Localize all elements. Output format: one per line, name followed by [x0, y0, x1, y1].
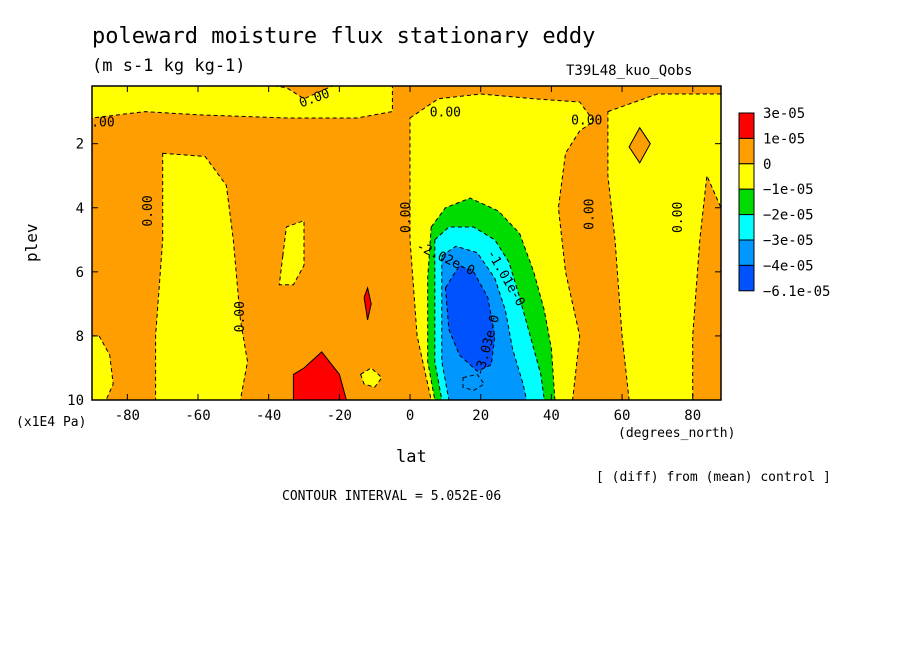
x-axis-unit: (degrees_north) [618, 426, 736, 441]
contour-region-6 [607, 93, 721, 400]
contour-region-1 [92, 86, 393, 119]
legend-label: −6.1e-05 [763, 284, 830, 300]
contour-region-2 [155, 152, 249, 400]
contour-label-7: 0.00 [583, 199, 598, 230]
legend-label: −4e-05 [763, 258, 814, 274]
x-tick-label: 0 [406, 408, 414, 424]
legend-swatch [738, 188, 755, 216]
y-tick-label: 6 [76, 265, 84, 281]
y-tick-label: 8 [76, 329, 84, 345]
contour-region-4 [278, 219, 305, 286]
y-tick-label: 4 [76, 201, 84, 217]
contour-region-14 [444, 264, 496, 372]
legend-label: 3e-05 [763, 106, 805, 122]
legend-swatch [738, 239, 755, 266]
legend-swatch [738, 137, 755, 165]
contour-label-2: 0.00 [430, 106, 461, 121]
contour-label-5: 0.00 [233, 301, 248, 332]
legend-label: −1e-05 [763, 182, 814, 198]
x-tick-label: -20 [327, 408, 352, 424]
contour-region-7 [628, 126, 651, 164]
legend-label: 0 [763, 157, 771, 173]
x-tick-label: -40 [256, 408, 281, 424]
contour-region-15 [462, 373, 485, 391]
x-axis-label: lat [396, 447, 427, 467]
y-tick-label: 10 [67, 393, 84, 409]
x-tick-label: 80 [684, 408, 701, 424]
x-tick-label: -80 [115, 408, 140, 424]
x-tick-label: 40 [543, 408, 560, 424]
legend-swatch [738, 264, 755, 292]
contour-region-9 [363, 286, 372, 321]
legend-swatch [738, 163, 755, 190]
contour-label-4: 0.00 [141, 195, 156, 226]
contour-label-8: 0.00 [671, 202, 686, 233]
contour-interval: CONTOUR INTERVAL = 5.052E-06 [282, 489, 502, 504]
legend-label: −3e-05 [763, 233, 814, 249]
legend-label: 1e-05 [763, 131, 805, 147]
contour-label-6: 0.00 [399, 202, 414, 233]
y-axis-unit: (x1E4 Pa) [16, 415, 87, 430]
run-label: T39L48_kuo_Qobs [566, 63, 693, 79]
legend-label: −2e-05 [763, 208, 814, 224]
x-tick-label: 60 [614, 408, 631, 424]
contour-label-0: 0.00 [83, 115, 114, 130]
x-tick-label: 20 [472, 408, 489, 424]
x-tick-label: -60 [185, 408, 210, 424]
contour-label-3: 0.00 [571, 114, 602, 129]
color-legend: 3e-05 1e-05 0 −1e-05 −2e-05 −3e-05 −4e-05 −6.1e… [738, 106, 830, 300]
plot-frame [91, 85, 722, 401]
chart-title: poleward moisture flux stationary eddy [92, 24, 596, 49]
contour-region-10 [359, 367, 383, 388]
chart-units: (m s-1 kg kg-1) [92, 56, 246, 76]
y-tick-label: 2 [76, 137, 84, 153]
contour-region-3 [92, 335, 114, 400]
legend-swatch [738, 214, 755, 241]
diff-note: [ (diff) from (mean) control ] [596, 470, 831, 485]
legend-swatch [738, 112, 755, 139]
contour-fill-layer [92, 86, 721, 400]
contour-region-8 [292, 351, 347, 400]
axes-layer: -80 -60 -40 -20 0 20 40 60 80 2 4 6 8 10 [67, 86, 721, 424]
